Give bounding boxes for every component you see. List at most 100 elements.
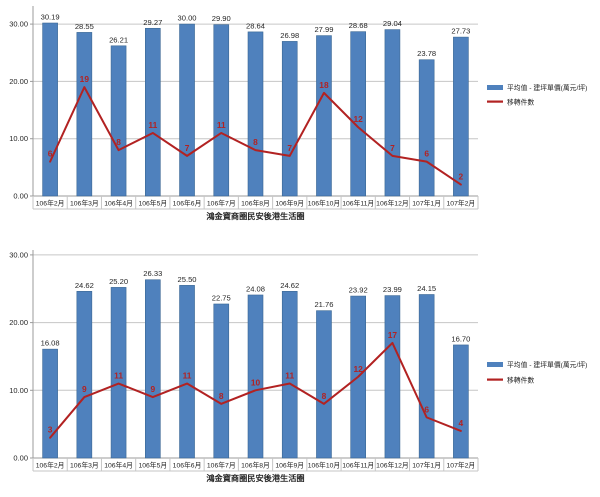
bar bbox=[145, 279, 161, 459]
bar bbox=[281, 291, 298, 459]
bar bbox=[213, 24, 230, 197]
line-value-label: 11 bbox=[183, 371, 192, 381]
bar bbox=[42, 348, 58, 459]
bar bbox=[145, 27, 161, 197]
line-value-label: 18 bbox=[319, 80, 329, 90]
category-label: 106年3月 bbox=[70, 461, 99, 470]
bar-value-label: 27.99 bbox=[314, 25, 333, 34]
category-label: 106年7月 bbox=[207, 461, 236, 470]
bar bbox=[179, 285, 195, 459]
bar-value-label: 27.73 bbox=[451, 27, 470, 36]
bar bbox=[350, 31, 366, 197]
bar-value-label: 30.00 bbox=[178, 14, 197, 23]
bar-value-label: 24.62 bbox=[280, 281, 299, 290]
bar bbox=[76, 32, 93, 197]
category-label: 106年12月 bbox=[376, 461, 409, 470]
category-label: 106年5月 bbox=[138, 199, 167, 208]
bar bbox=[384, 295, 401, 459]
line-value-label: 9 bbox=[150, 384, 155, 394]
line-value-label: 8 bbox=[219, 391, 224, 401]
y-axis-label: 30.00 bbox=[9, 20, 28, 29]
bar-value-label: 24.15 bbox=[417, 284, 436, 293]
bar bbox=[453, 344, 469, 459]
bar-value-label: 28.68 bbox=[349, 21, 368, 30]
category-label: 106年5月 bbox=[138, 461, 167, 470]
line-value-label: 7 bbox=[185, 143, 190, 153]
bar bbox=[179, 23, 195, 197]
category-label: 107年2月 bbox=[447, 199, 476, 208]
y-axis-label: 10.00 bbox=[9, 386, 28, 395]
legend: 平均值 - 建坪單價(萬元/坪) 移轉件數 bbox=[487, 83, 587, 107]
legend-line-swatch bbox=[487, 378, 503, 381]
y-axis-label: 10.00 bbox=[9, 134, 28, 143]
category-label: 106年2月 bbox=[36, 199, 65, 208]
bar bbox=[453, 36, 469, 197]
bar-value-label: 28.55 bbox=[75, 22, 94, 31]
bar-value-label: 21.76 bbox=[314, 300, 333, 309]
bar-value-label: 30.19 bbox=[41, 13, 60, 22]
bar-value-label: 16.70 bbox=[451, 334, 470, 343]
trend-line bbox=[49, 86, 462, 186]
bar bbox=[42, 22, 58, 197]
bottom-chart[interactable]: 0.00 10.00 20.00 30.00 106年2月 106年3月 106年4月 106… bbox=[0, 248, 600, 497]
legend-label: 移轉件數 bbox=[507, 98, 534, 107]
bar bbox=[316, 35, 332, 197]
bar-value-label: 23.92 bbox=[349, 286, 368, 295]
line-value-label: 6 bbox=[48, 149, 53, 159]
category-label: 107年2月 bbox=[447, 461, 476, 470]
category-label: 106年11月 bbox=[342, 461, 374, 470]
bar bbox=[247, 31, 264, 197]
bar bbox=[384, 29, 401, 197]
line-value-label: 11 bbox=[217, 120, 226, 130]
top-chart[interactable]: 0.00 10.00 20.00 30.00 106年2月 106年3月 106年4月 106… bbox=[0, 0, 600, 240]
line-value-label: 2 bbox=[459, 172, 464, 182]
category-label: 107年1月 bbox=[412, 199, 441, 208]
line-value-label: 19 bbox=[80, 74, 90, 84]
line-value-label: 8 bbox=[116, 137, 121, 147]
line-value-label: 9 bbox=[82, 384, 87, 394]
category-label: 106年8月 bbox=[241, 461, 270, 470]
bar-value-label: 29.27 bbox=[143, 18, 162, 27]
line-value-label: 3 bbox=[48, 425, 53, 435]
legend-bar-swatch bbox=[487, 362, 503, 367]
bar bbox=[213, 303, 230, 459]
legend-line-swatch bbox=[487, 100, 503, 103]
x-axis-title: 鴻金寶商圈民安後港生活圈 bbox=[206, 473, 304, 483]
bar bbox=[110, 45, 127, 197]
bar-value-label: 29.90 bbox=[212, 14, 231, 23]
line-value-label: 11 bbox=[114, 371, 123, 381]
bar-value-label: 24.62 bbox=[75, 281, 94, 290]
bar-value-label: 23.99 bbox=[383, 285, 402, 294]
bar-value-label: 25.50 bbox=[178, 275, 197, 284]
bar bbox=[76, 291, 93, 459]
line-value-label: 17 bbox=[388, 330, 398, 340]
category-label: 106年11月 bbox=[342, 199, 374, 208]
line-value-label: 4 bbox=[459, 418, 464, 428]
legend-bar-swatch bbox=[487, 85, 503, 90]
bar-value-label: 24.08 bbox=[246, 284, 265, 293]
category-label: 106年4月 bbox=[104, 461, 133, 470]
line-value-label: 12 bbox=[354, 364, 364, 374]
bar-value-label: 29.04 bbox=[383, 19, 402, 28]
legend-label: 平均值 - 建坪單價(萬元/坪) bbox=[507, 360, 587, 369]
y-axis-label: 20.00 bbox=[9, 77, 28, 86]
bar-value-label: 16.08 bbox=[41, 339, 60, 348]
bar bbox=[316, 310, 332, 459]
bar-value-label: 26.33 bbox=[143, 269, 162, 278]
bar-value-label: 25.20 bbox=[109, 277, 128, 286]
bar-value-label: 26.98 bbox=[280, 31, 299, 40]
bar-value-label: 23.78 bbox=[417, 49, 436, 58]
line-value-label: 12 bbox=[354, 114, 364, 124]
y-axis-label: 0.00 bbox=[13, 192, 28, 201]
y-axis-label: 20.00 bbox=[9, 318, 28, 327]
line-value-label: 11 bbox=[285, 371, 294, 381]
bar-value-label: 28.64 bbox=[246, 21, 265, 30]
legend-label: 平均值 - 建坪單價(萬元/坪) bbox=[507, 83, 587, 92]
trend-line bbox=[49, 341, 462, 439]
bar-value-label: 22.75 bbox=[212, 293, 231, 302]
line-value-label: 8 bbox=[322, 391, 327, 401]
category-label: 106年10月 bbox=[308, 199, 341, 208]
